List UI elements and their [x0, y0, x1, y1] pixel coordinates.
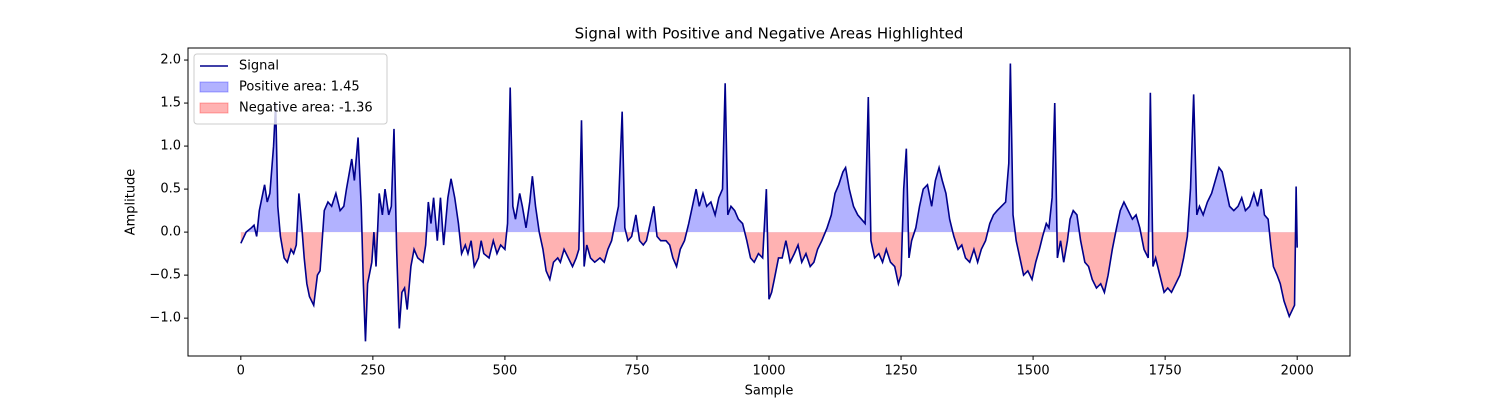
legend-label: Signal	[239, 59, 279, 74]
legend: Signal Positive area: 1.45 Negative area: …	[193, 53, 388, 125]
y-tick-label: 1.0	[160, 139, 181, 154]
signal-line	[240, 63, 1298, 342]
legend-box	[193, 53, 388, 125]
x-tick-label: 250	[360, 364, 385, 379]
y-tick-label: 0.0	[160, 225, 181, 240]
chart-title: Signal with Positive and Negative Areas …	[575, 25, 964, 43]
x-tick-label: 1500	[1017, 364, 1050, 379]
legend-label: Negative area: -1.36	[239, 101, 373, 116]
x-tick-label: 1000	[752, 364, 785, 379]
x-tick-label: 1250	[884, 364, 917, 379]
x-tick-label: 750	[625, 364, 650, 379]
y-tick-label: 0.5	[160, 182, 181, 197]
x-tick-label: 1750	[1149, 364, 1182, 379]
legend-label: Positive area: 1.45	[239, 80, 360, 95]
y-tick-label: −1.0	[149, 311, 181, 326]
x-tick-label: 2000	[1281, 364, 1314, 379]
legend-patch	[199, 81, 229, 93]
area-fill	[240, 232, 1298, 342]
legend-patch	[199, 102, 229, 114]
x-tick-label: 500	[492, 364, 517, 379]
y-tick-label: 2.0	[160, 53, 181, 68]
plot-frame	[187, 47, 1351, 357]
y-axis-label: Amplitude	[124, 169, 139, 236]
x-tick-label: 0	[237, 364, 245, 379]
x-axis-label: Sample	[745, 384, 794, 399]
y-tick-label: −0.5	[149, 268, 181, 283]
y-tick-label: 1.5	[160, 96, 181, 111]
